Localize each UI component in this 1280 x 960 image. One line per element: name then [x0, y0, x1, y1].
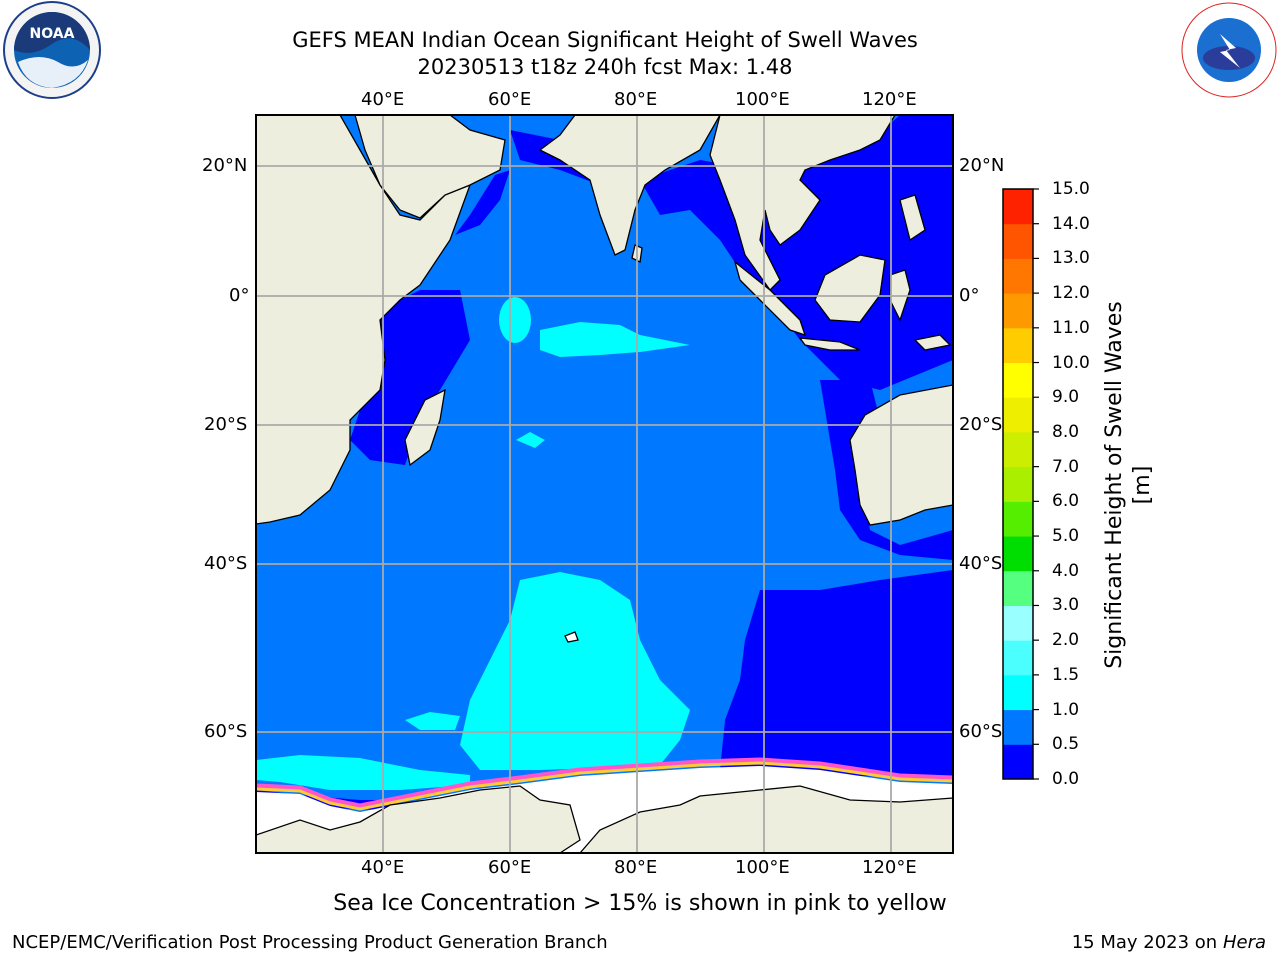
x-tick-bottom-80e: 80°E	[614, 857, 658, 878]
colorbar-tick-label: 0.5	[1052, 734, 1080, 755]
nws-logo	[1178, 0, 1280, 100]
mid-swell-regions	[256, 297, 690, 790]
colorbar-swatch	[1003, 258, 1033, 294]
x-tick-bottom-60e: 60°E	[488, 857, 532, 878]
colorbar-swatch	[1003, 640, 1033, 676]
noaa-logo-icon: NOAA	[3, 1, 101, 99]
sea-ice-note: Sea Ice Concentration > 15% is shown in …	[333, 891, 947, 916]
sea-ice-edge-yellow	[256, 761, 953, 811]
colorbar-swatch	[1003, 431, 1033, 468]
x-tick-top-80e: 80°E	[614, 89, 658, 110]
colorbar-swatch	[1003, 536, 1033, 572]
x-tick-bottom-40e: 40°E	[361, 857, 405, 878]
colorbar-label-text: Significant Height of Swell Waves [m]	[1102, 301, 1155, 669]
colorbar-tick-label: 13.0	[1052, 248, 1090, 269]
low-swell-regions	[256, 115, 953, 810]
map-gridlines	[256, 115, 953, 853]
footer-branch: NCEP/EMC/Verification Post Processing Pr…	[12, 932, 608, 953]
colorbar-label: Significant Height of Swell Waves [m]	[1101, 295, 1157, 675]
x-tick-top-120e: 120°E	[862, 89, 917, 110]
colorbar-tick-label: 4.0	[1052, 560, 1080, 581]
x-tick-top-100e: 100°E	[735, 89, 790, 110]
colorbar-swatch	[1003, 744, 1033, 780]
x-tick-top-60e: 60°E	[488, 89, 532, 110]
colorbar-swatch	[1003, 223, 1033, 259]
colorbar-tick-label: 9.0	[1052, 387, 1080, 408]
colorbar-swatch	[1003, 397, 1033, 433]
footer-date-block: 15 May 2023 on Hera	[1072, 932, 1266, 954]
chart-title-line1: GEFS MEAN Indian Ocean Significant Heigh…	[292, 28, 918, 52]
colorbar-frame	[1002, 188, 1034, 780]
colorbar-tick-label: 6.0	[1052, 491, 1080, 512]
colorbar-swatch	[1003, 501, 1033, 537]
colorbar-tick-label: 11.0	[1052, 317, 1090, 338]
colorbar	[1002, 188, 1039, 780]
colorbar-tick-label: 2.0	[1052, 630, 1080, 651]
y-tick-right-0: 0°	[959, 285, 980, 306]
colorbar-tick-label: 1.5	[1052, 664, 1080, 685]
colorbar-swatch	[1003, 570, 1033, 606]
colorbar-tick-label: 5.0	[1052, 526, 1080, 547]
colorbar-swatch	[1003, 189, 1033, 225]
x-tick-top-40e: 40°E	[361, 89, 405, 110]
national-weather-service-logo-icon	[1181, 2, 1277, 98]
colorbar-tick-label: 14.0	[1052, 213, 1090, 234]
y-tick-left-0: 0°	[229, 285, 250, 306]
x-tick-bottom-120e: 120°E	[862, 857, 917, 878]
y-tick-left-40s: 40°S	[204, 553, 248, 574]
footer-date: 15 May 2023 on	[1071, 932, 1218, 953]
y-tick-left-20n: 20°N	[202, 155, 248, 176]
x-tick-bottom-100e: 100°E	[735, 857, 790, 878]
colorbar-tick-label: 0.0	[1052, 769, 1080, 789]
colorbar-tick-label: 3.0	[1052, 595, 1080, 616]
land-masses	[256, 115, 953, 853]
colorbar-tick-label: 1.0	[1052, 699, 1080, 720]
y-tick-left-20s: 20°S	[204, 414, 248, 435]
colorbar-tick-label: 10.0	[1052, 352, 1090, 373]
colorbar-tick-label: 8.0	[1052, 421, 1080, 442]
colorbar-swatch	[1003, 605, 1033, 641]
colorbar-swatch	[1003, 362, 1033, 398]
colorbar-swatch	[1003, 293, 1033, 329]
colorbar-swatch	[1003, 466, 1033, 502]
y-tick-right-40s: 40°S	[959, 553, 1003, 574]
y-tick-right-60s: 60°S	[959, 721, 1003, 742]
chart-title-line2: 20230513 t18z 240h fcst Max: 1.48	[417, 55, 793, 79]
noaa-logo-text: NOAA	[30, 26, 75, 42]
colorbar-tick-label: 7.0	[1052, 456, 1080, 477]
colorbar-swatch	[1003, 327, 1033, 364]
noaa-logo: NOAA	[0, 0, 104, 100]
map-frame	[255, 114, 954, 854]
colorbar-swatch	[1003, 674, 1033, 711]
footer-machine: Hera	[1222, 932, 1266, 953]
colorbar-swatch	[1003, 709, 1033, 745]
colorbar-tick-label: 12.0	[1052, 283, 1090, 304]
y-tick-right-20n: 20°N	[959, 155, 1005, 176]
y-tick-left-60s: 60°S	[204, 721, 248, 742]
colorbar-tick-label: 15.0	[1052, 179, 1090, 199]
sea-ice-edge	[256, 757, 953, 809]
y-tick-right-20s: 20°S	[959, 414, 1003, 435]
